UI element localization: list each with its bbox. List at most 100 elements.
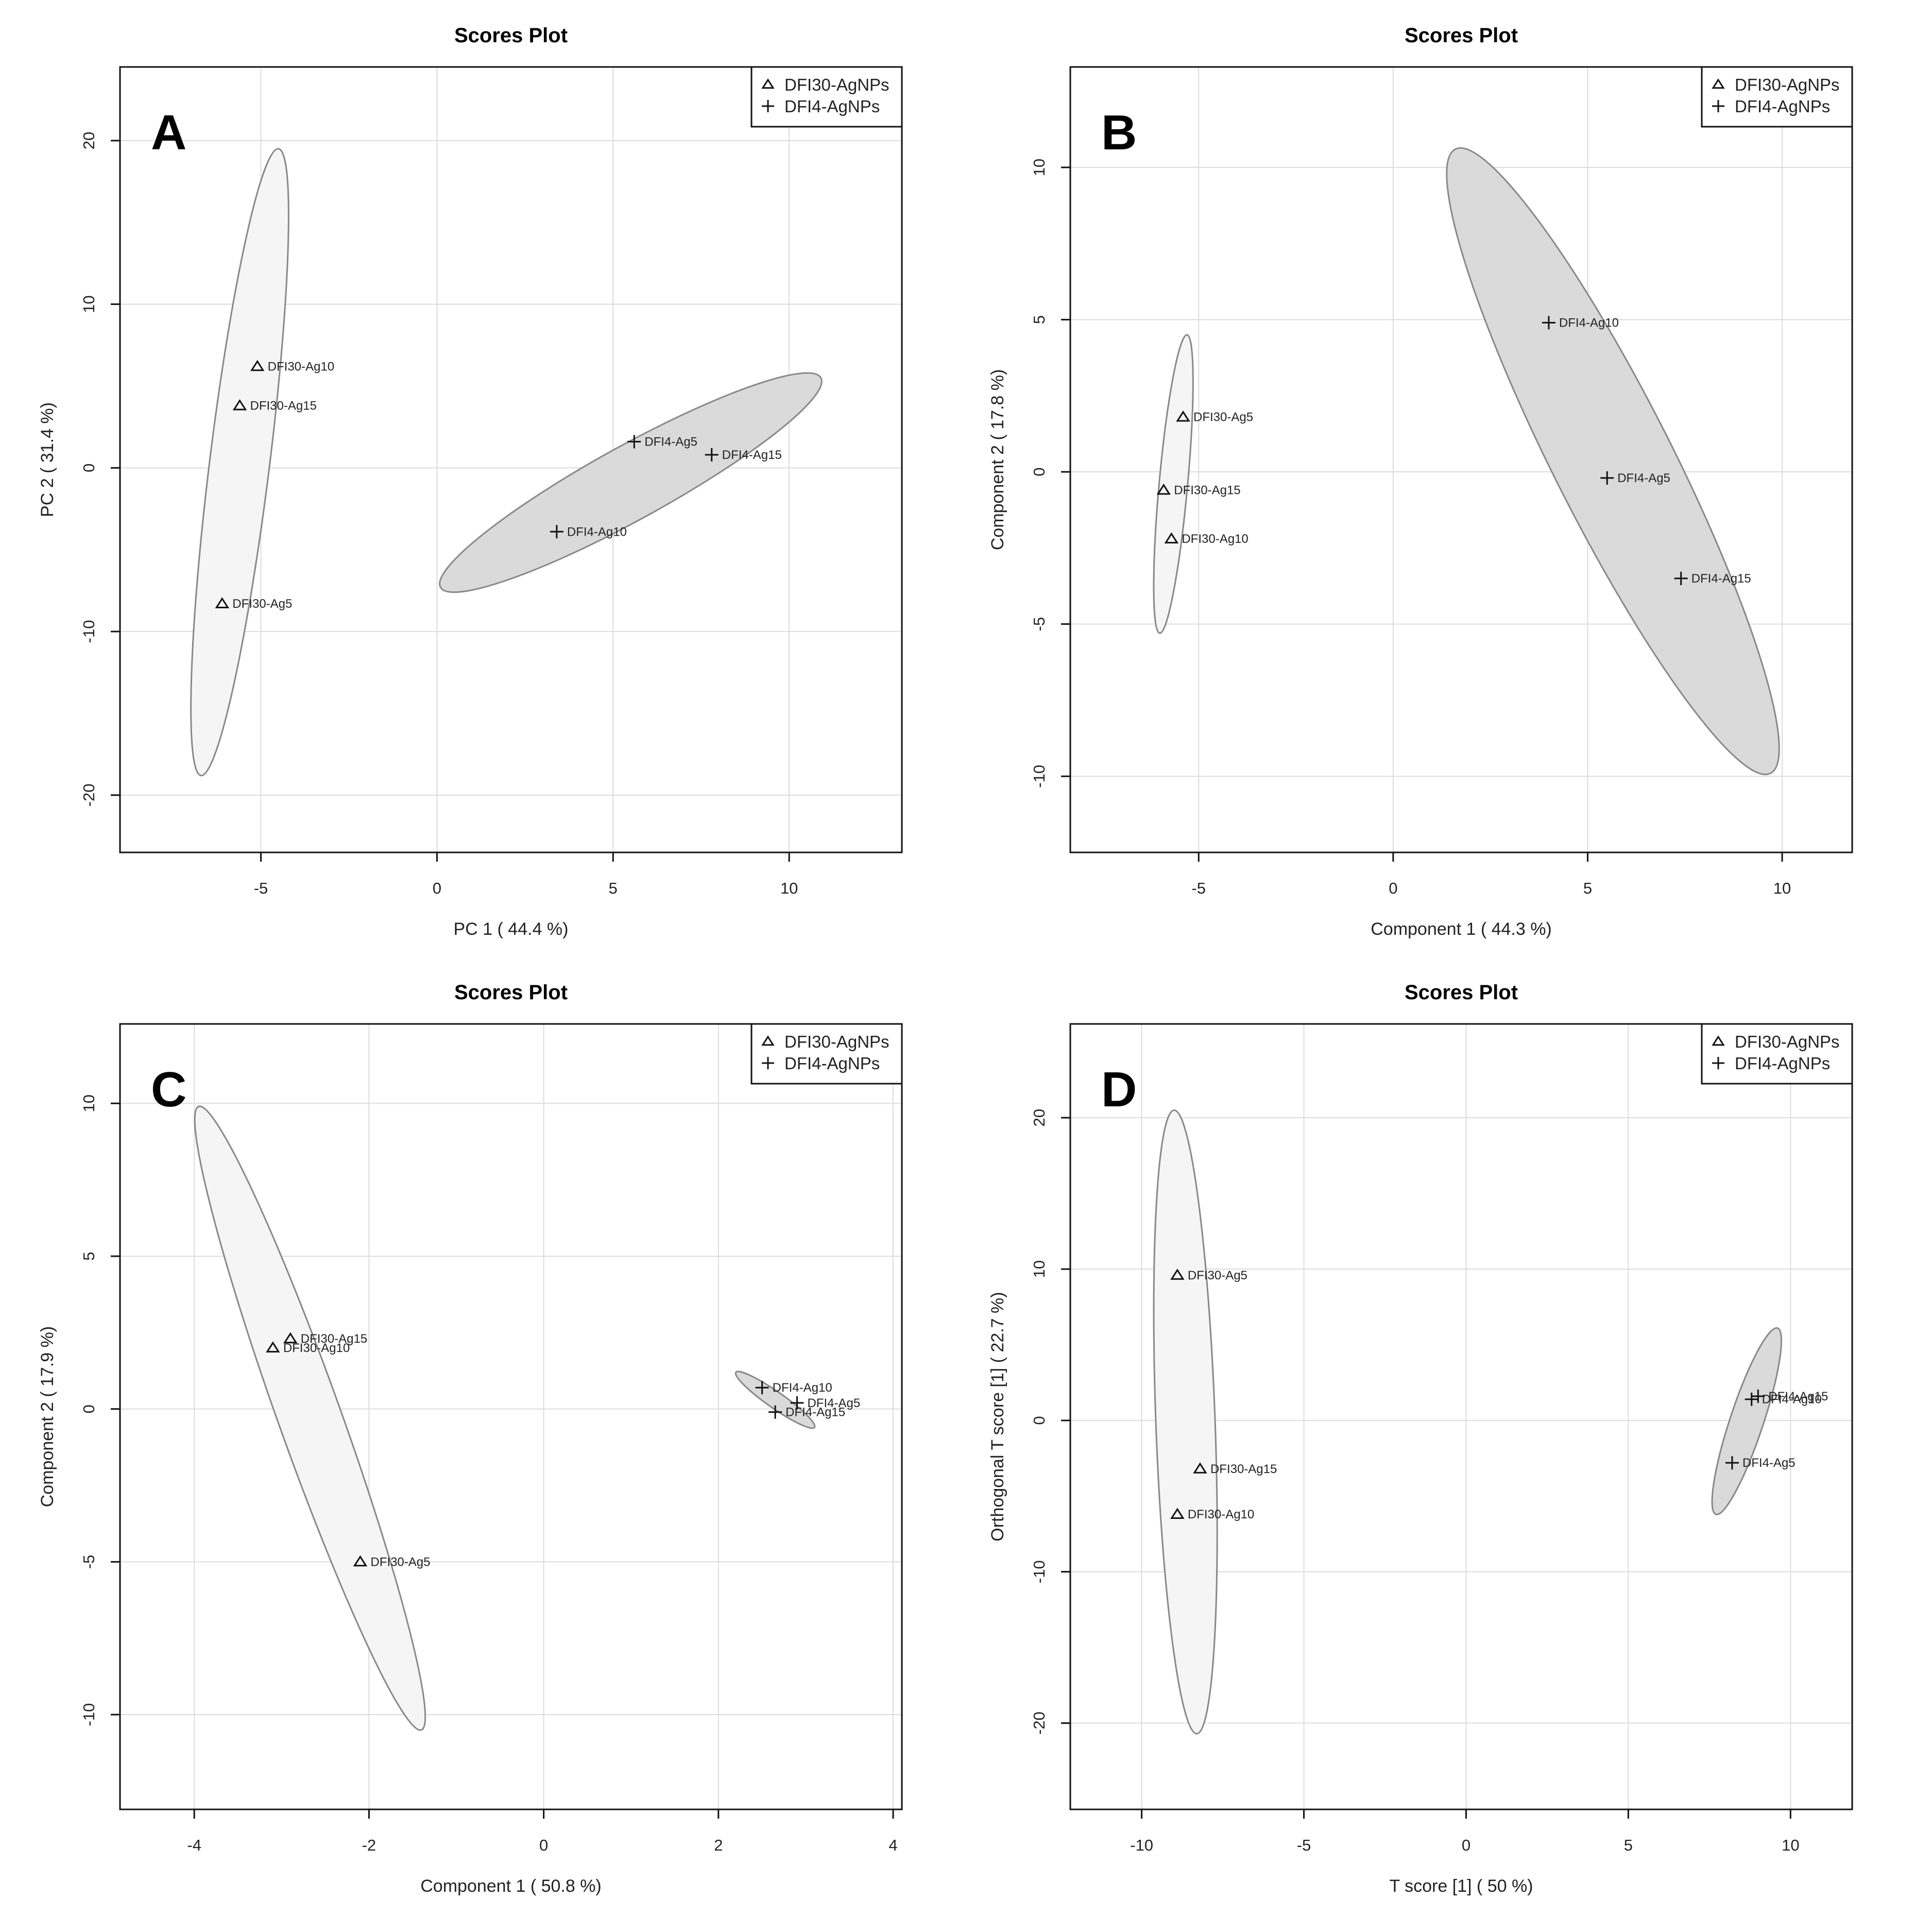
x-axis-title: PC 1 ( 44.4 %) [454, 919, 569, 939]
point-label: DFI30-Ag15 [250, 399, 316, 413]
data-point [215, 597, 230, 609]
x-tick-label: 5 [1624, 1836, 1633, 1854]
confidence-ellipse-dfi30 [1153, 1109, 1218, 1735]
data-point [1156, 483, 1171, 495]
point-label: DFI30-Ag10 [1182, 532, 1248, 546]
point-label: DFI4-Ag5 [1742, 1456, 1796, 1470]
x-tick-label: -4 [187, 1836, 201, 1854]
data-point [1745, 1392, 1758, 1406]
x-tick-label: 5 [1583, 879, 1592, 897]
x-tick-label: 5 [609, 879, 618, 897]
panel-b: Scores Plot -5 0 5 10 -10 -5 0 5 10 Component 1 ( … [988, 24, 1853, 939]
legend-box [1701, 1023, 1853, 1085]
y-tick-label: 0 [80, 1405, 98, 1413]
data-point [283, 1332, 298, 1344]
y-tick-label: -20 [80, 783, 98, 807]
data-point [1164, 532, 1179, 544]
confidence-ellipse-dfi30 [194, 1105, 426, 1731]
legend-box [750, 66, 903, 128]
data-point [705, 448, 719, 461]
plot-frame [1069, 66, 1853, 853]
legend-label: DFI30-AgNPs [784, 75, 890, 94]
panel-a: Scores Plot -5 0 5 10 -20 -10 0 10 20 PC 1 ( 44.4 … [38, 24, 903, 939]
y-tick-label: 20 [1030, 1109, 1048, 1126]
data-point [1725, 1456, 1739, 1470]
plot-title: Scores Plot [1405, 24, 1518, 47]
legend-box [750, 1023, 903, 1085]
legend-plus-icon [762, 1057, 774, 1069]
legend-box [1701, 66, 1853, 128]
y-tick-label: 5 [80, 1252, 98, 1260]
point-label: DFI30-Ag5 [1188, 1269, 1247, 1282]
legend-label: DFI30-AgNPs [784, 1032, 890, 1051]
data-point [1170, 1269, 1185, 1280]
plot-frame [119, 1023, 903, 1810]
data-point [1176, 410, 1190, 422]
point-label: DFI30-Ag5 [1193, 410, 1253, 424]
x-tick-label: 10 [1782, 1836, 1799, 1854]
x-tick-label: 0 [539, 1836, 548, 1854]
plot-title: Scores Plot [454, 24, 568, 47]
point-label: DFI4-Ag15 [1768, 1390, 1828, 1404]
data-point [1751, 1389, 1765, 1403]
y-tick-label: 10 [80, 295, 98, 313]
panel-letter: B [1101, 105, 1137, 160]
legend-triangle-icon [761, 78, 775, 89]
confidence-ellipse-dfi4 [734, 1371, 816, 1429]
y-tick-label: -5 [80, 1555, 98, 1569]
legend-label: DFI30-AgNPs [1735, 1032, 1840, 1051]
confidence-ellipse-dfi4 [1711, 1327, 1783, 1515]
y-tick-label: -20 [1030, 1712, 1048, 1735]
legend-triangle-icon [1712, 1035, 1725, 1046]
plot-title: Scores Plot [454, 981, 568, 1004]
x-tick-label: 4 [888, 1836, 897, 1854]
plot-title: Scores Plot [1405, 981, 1518, 1004]
data-point [266, 1341, 280, 1353]
y-tick-label: 10 [80, 1094, 98, 1112]
x-tick-label: 10 [780, 879, 798, 897]
y-tick-label: 0 [1030, 468, 1048, 476]
panel-letter: A [151, 105, 186, 160]
legend-plus-icon [1712, 100, 1724, 112]
x-tick-label: 10 [1773, 879, 1791, 897]
confidence-ellipse-dfi30 [1153, 334, 1194, 634]
y-tick-label: -10 [80, 620, 98, 643]
point-label: DFI30-Ag10 [268, 360, 334, 373]
panel-d: Scores Plot -10 -5 0 5 10 -20 -10 0 10 20 T score [… [988, 981, 1853, 1896]
point-label: DFI30-Ag15 [301, 1332, 367, 1346]
data-point [353, 1555, 368, 1567]
point-label: DFI4-Ag10 [567, 525, 627, 539]
point-label: DFI30-Ag10 [283, 1341, 350, 1355]
x-tick-label: -5 [1297, 1836, 1311, 1854]
point-label: DFI4-Ag5 [644, 435, 697, 449]
point-label: DFI4-Ag5 [807, 1396, 860, 1410]
x-tick-label: 0 [1462, 1836, 1471, 1854]
point-label: DFI4-Ag15 [1691, 572, 1751, 586]
y-axis-title: PC 2 ( 31.4 %) [38, 402, 57, 517]
confidence-ellipse-dfi4 [1446, 147, 1780, 776]
point-label: DFI4-Ag15 [722, 448, 782, 462]
data-point [1542, 316, 1555, 330]
x-tick-label: -5 [1191, 879, 1206, 897]
point-label: DFI4-Ag10 [773, 1381, 832, 1395]
legend-label: DFI4-AgNPs [1735, 97, 1830, 116]
legend-plus-icon [762, 100, 774, 112]
y-tick-label: 5 [1030, 315, 1048, 324]
x-axis-title: T score [1] ( 50 %) [1389, 1876, 1533, 1896]
data-point [755, 1381, 769, 1395]
confidence-ellipse-dfi4 [439, 372, 823, 593]
data-point [1193, 1462, 1207, 1474]
plot-frame [1069, 1023, 1853, 1810]
data-point [1600, 471, 1614, 485]
point-label: DFI30-Ag5 [370, 1555, 430, 1569]
data-point [627, 435, 641, 449]
y-tick-label: 20 [80, 132, 98, 149]
data-point [768, 1405, 782, 1419]
point-label: DFI30-Ag15 [1174, 484, 1240, 498]
x-axis-title: Component 1 ( 50.8 %) [420, 1876, 602, 1896]
data-point [1674, 572, 1688, 586]
y-axis-title: Component 2 ( 17.9 %) [38, 1326, 57, 1508]
point-label: DFI4-Ag5 [1617, 471, 1670, 485]
panel-c: Scores Plot -4 -2 0 2 4 -10 -5 0 5 10 Component 1 (… [38, 981, 903, 1896]
